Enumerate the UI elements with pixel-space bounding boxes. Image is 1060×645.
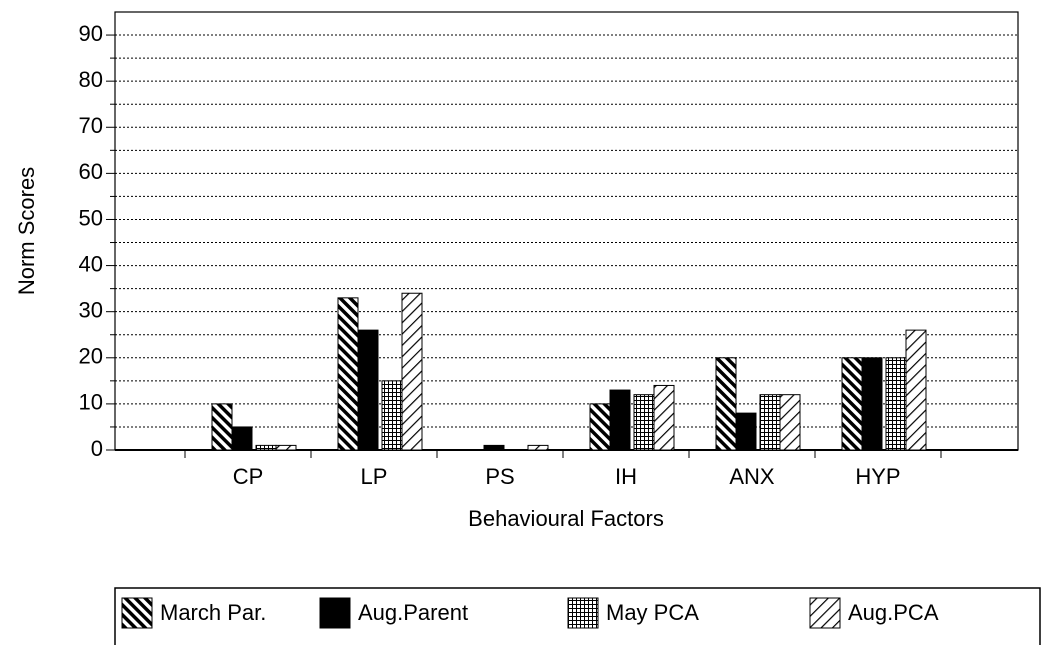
legend-swatch [567, 597, 599, 629]
bar [905, 329, 927, 451]
legend-swatch [121, 597, 153, 629]
y-tick-label: 10 [79, 390, 103, 415]
plot-frame [114, 11, 1019, 451]
x-tick-label: LP [361, 464, 388, 489]
y-tick-label: 0 [91, 436, 103, 461]
bar [715, 357, 737, 451]
bar [653, 384, 675, 451]
y-tick-label: 80 [79, 67, 103, 92]
x-tick-label: ANX [729, 464, 775, 489]
bar [779, 394, 801, 451]
bar [841, 357, 863, 451]
bar [255, 444, 277, 451]
y-tick-label: 70 [79, 113, 103, 138]
legend-label: March Par. [160, 600, 266, 625]
legend-label: Aug.PCA [848, 600, 939, 625]
x-tick-label: IH [615, 464, 637, 489]
bar [357, 329, 379, 451]
bar [337, 297, 359, 451]
bar [609, 389, 631, 451]
bar [633, 394, 655, 451]
bar [211, 403, 233, 451]
legend-box [114, 587, 1041, 645]
y-tick-label: 90 [79, 21, 103, 46]
bar [381, 380, 403, 451]
bar [885, 357, 907, 451]
y-axis-label: Norm Scores [14, 167, 39, 295]
y-tick-label: 60 [79, 159, 103, 184]
bar [527, 444, 549, 451]
x-tick-label: PS [485, 464, 514, 489]
x-tick-label: HYP [855, 464, 900, 489]
bar [861, 357, 883, 451]
bar [483, 444, 505, 451]
bar [275, 444, 297, 451]
y-tick-label: 20 [79, 344, 103, 369]
x-axis-label: Behavioural Factors [468, 506, 664, 531]
y-tick-label: 30 [79, 297, 103, 322]
legend-label: Aug.Parent [358, 600, 468, 625]
y-tick-label: 50 [79, 205, 103, 230]
y-tick-label: 40 [79, 251, 103, 276]
bar [589, 403, 611, 451]
legend-swatch [319, 597, 351, 629]
bar [401, 292, 423, 451]
legend-label: May PCA [606, 600, 699, 625]
bar [735, 412, 757, 451]
x-tick-label: CP [233, 464, 264, 489]
bar [759, 394, 781, 451]
legend-swatch [809, 597, 841, 629]
bar [231, 426, 253, 451]
